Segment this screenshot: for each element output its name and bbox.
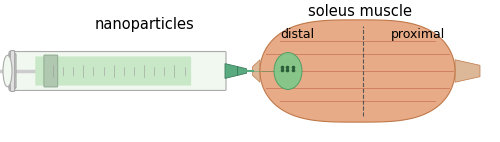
Polygon shape — [238, 67, 246, 75]
Text: soleus muscle: soleus muscle — [308, 4, 412, 19]
Polygon shape — [252, 60, 260, 82]
Ellipse shape — [274, 53, 302, 89]
Text: proximal: proximal — [390, 28, 444, 41]
Polygon shape — [455, 60, 480, 82]
Ellipse shape — [3, 55, 12, 87]
Text: distal: distal — [280, 28, 314, 41]
Text: nanoparticles: nanoparticles — [95, 17, 195, 32]
Polygon shape — [260, 20, 455, 122]
FancyBboxPatch shape — [44, 55, 58, 87]
FancyBboxPatch shape — [10, 51, 15, 91]
FancyBboxPatch shape — [14, 52, 28, 70]
FancyBboxPatch shape — [9, 54, 16, 88]
Polygon shape — [225, 64, 237, 78]
FancyBboxPatch shape — [36, 57, 191, 85]
FancyBboxPatch shape — [14, 72, 28, 90]
FancyBboxPatch shape — [9, 52, 226, 90]
